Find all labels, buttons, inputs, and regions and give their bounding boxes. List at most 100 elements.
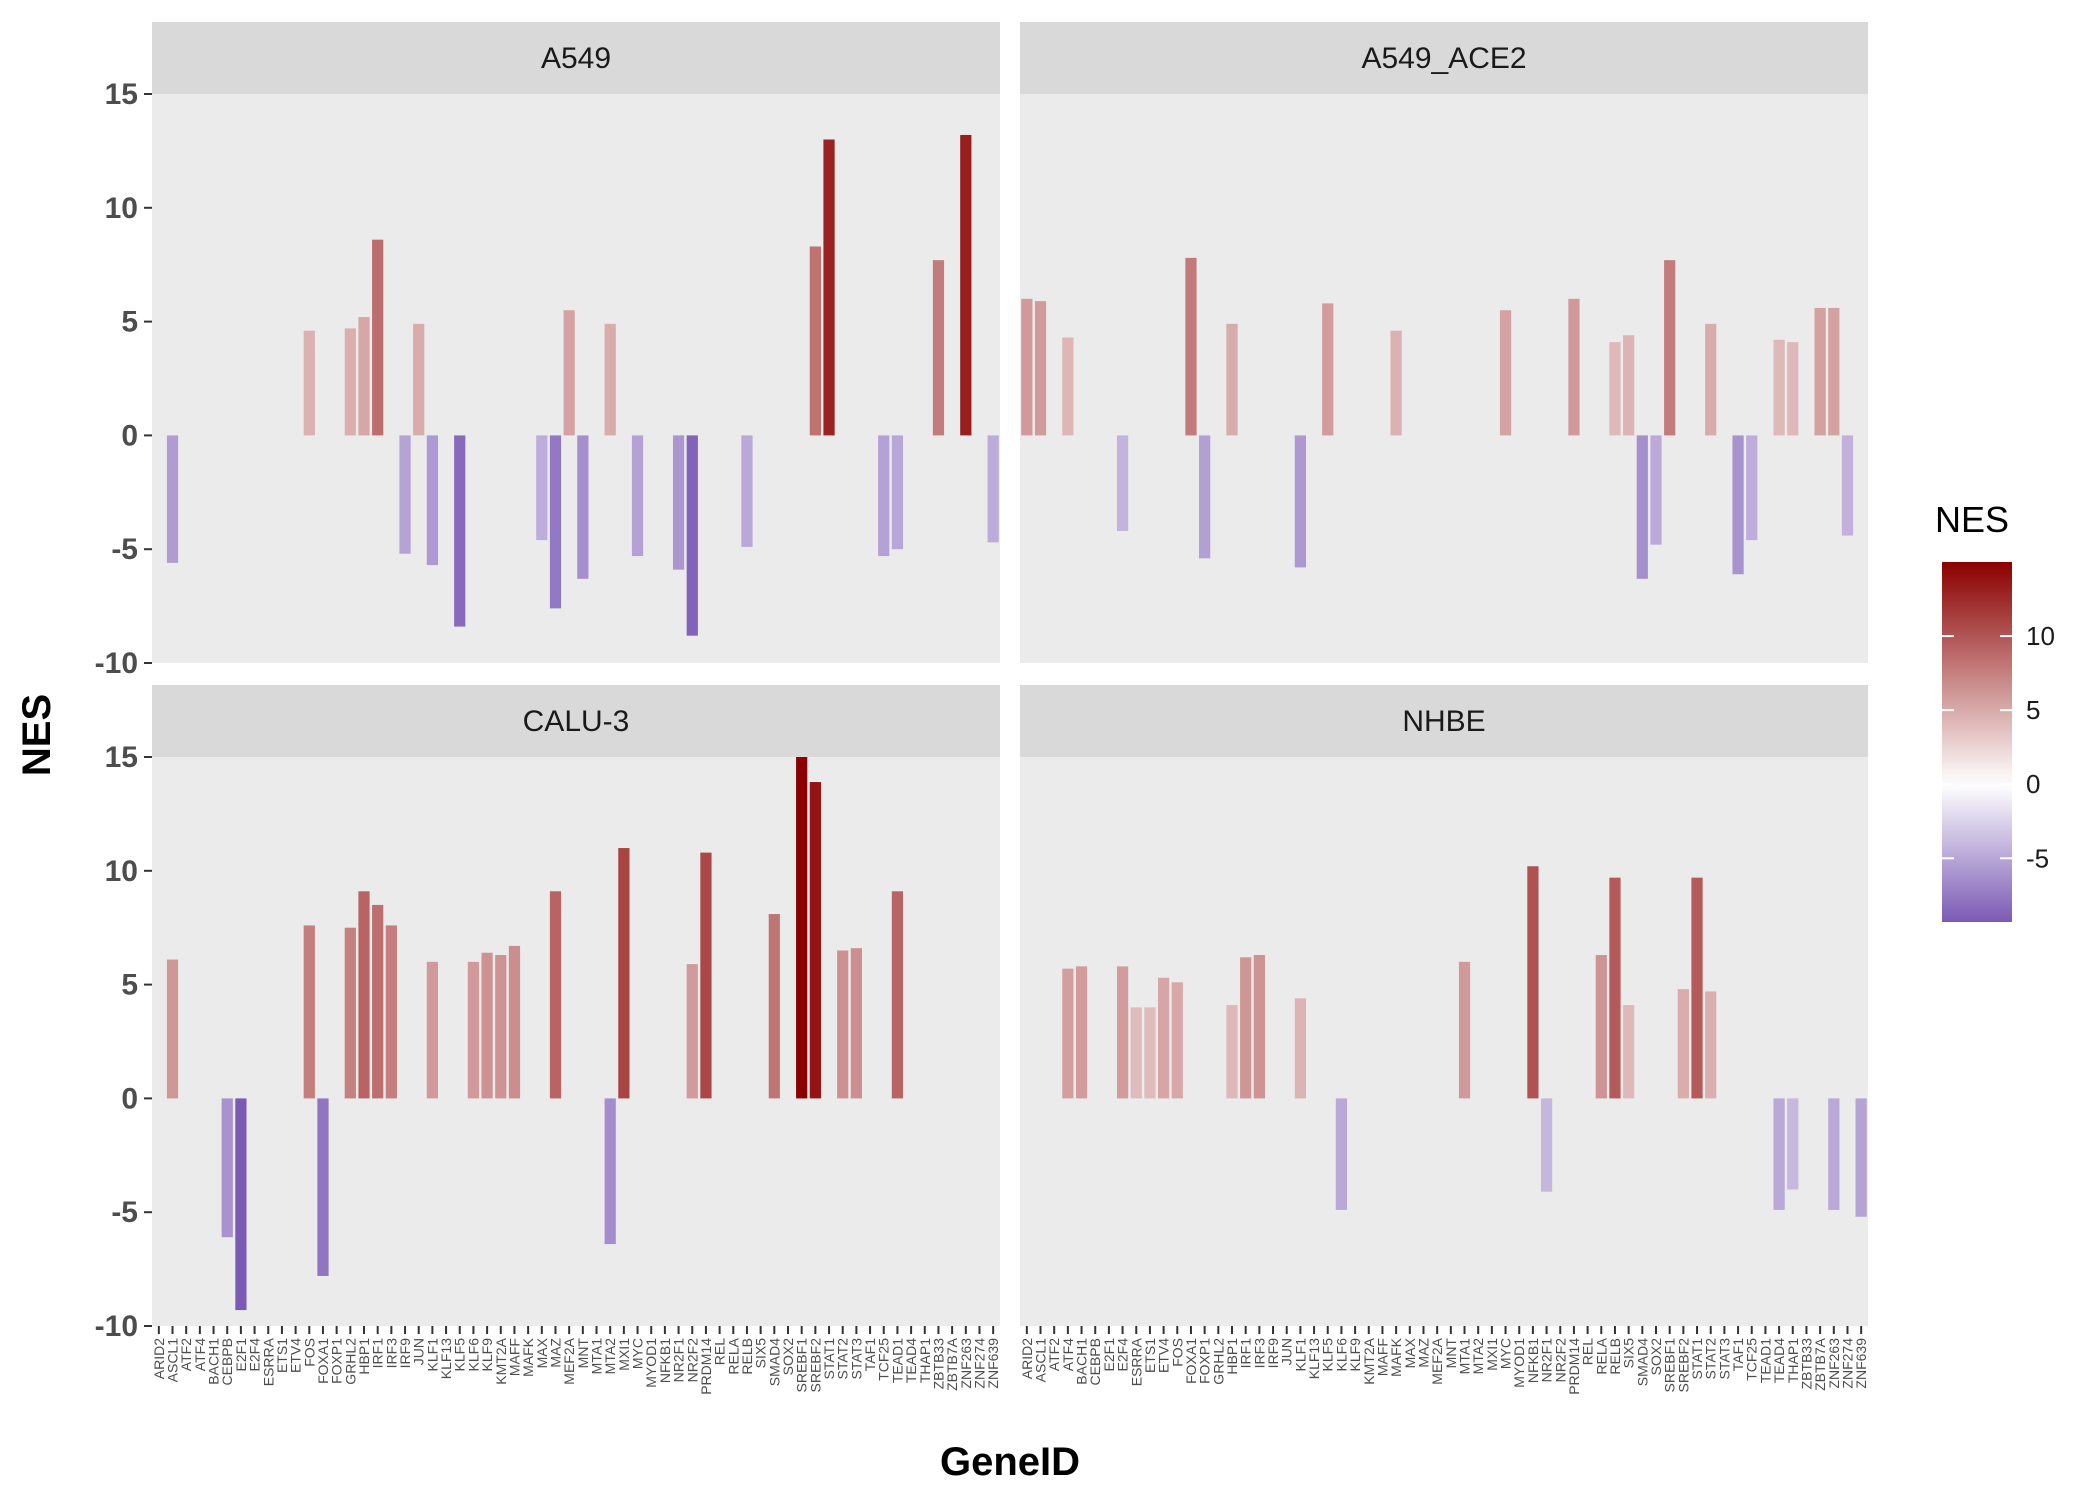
bar-grhl2 (344, 328, 356, 436)
facet-strip-label: NHBE (1402, 705, 1485, 738)
x-tick-label: ARID2 (1019, 1338, 1035, 1379)
x-tick-label: STAT1 (1689, 1338, 1705, 1380)
x-tick-label: E2F1 (233, 1338, 249, 1372)
bar-zbtb7a (1814, 307, 1826, 436)
x-tick-label: TAF1 (862, 1338, 878, 1371)
bar-tcf25 (878, 435, 890, 557)
bar-esrra (1130, 1007, 1142, 1099)
x-tick-label: NR2F1 (671, 1338, 687, 1383)
x-tick-label: REL (1580, 1338, 1596, 1365)
y-tick-label: -10 (95, 1310, 138, 1343)
x-tick-label: BACH1 (206, 1338, 222, 1385)
bar-kmt2a (495, 955, 507, 1099)
x-tick-label: MTA2 (602, 1338, 618, 1375)
x-tick-label: RELA (725, 1337, 741, 1374)
legend-tick-label: 5 (2026, 695, 2040, 725)
x-tick-label: MAFK (520, 1337, 536, 1377)
bar-nfkb1 (1527, 866, 1539, 1099)
x-tick-label: SREBF2 (807, 1338, 823, 1393)
bar-nr2f2 (686, 964, 698, 1099)
x-tick-label: IRF1 (370, 1338, 386, 1369)
x-tick-label: TAF1 (1730, 1338, 1746, 1371)
x-tick-label: MYOD1 (1511, 1338, 1527, 1388)
bar-stat1 (1691, 877, 1703, 1099)
bar-prdm14 (1568, 298, 1580, 436)
bar-mnt (577, 435, 589, 579)
x-tick-label: FOXA1 (315, 1338, 331, 1384)
x-tick-label: ESRRA (1128, 1337, 1144, 1386)
bar-znf263 (1828, 307, 1840, 436)
x-tick-label: NR2F1 (1539, 1338, 1555, 1383)
x-tick-label: SMAD4 (766, 1338, 782, 1386)
bar-maz (549, 435, 562, 609)
facet-strip-label: A549 (541, 42, 611, 75)
bar-klf1 (1294, 435, 1306, 568)
x-tick-label: SREBF1 (794, 1338, 810, 1393)
x-tick-label: FOS (1169, 1338, 1185, 1367)
bar-myc (1499, 310, 1512, 436)
bar-arid2 (1021, 298, 1033, 436)
x-tick-label: STAT3 (1716, 1338, 1732, 1380)
bar-hbp1 (358, 317, 370, 436)
x-tick-label: RELB (1607, 1338, 1623, 1375)
x-tick-label: GRHL2 (1210, 1338, 1226, 1385)
x-tick-label: FOXP1 (329, 1338, 345, 1384)
x-tick-label: THAP1 (1785, 1338, 1801, 1383)
bar-taf1 (1732, 435, 1744, 575)
facet-strip (1020, 685, 1868, 757)
x-tick-label: KLF9 (1347, 1338, 1363, 1372)
bar-relb (1609, 342, 1621, 436)
bar-irf1 (1240, 957, 1252, 1099)
bar-znf639 (987, 435, 999, 543)
y-tick-label: -5 (111, 533, 138, 566)
bar-ascl1 (1034, 301, 1047, 436)
bar-six5 (1623, 1005, 1635, 1099)
x-tick-label: E2F4 (247, 1338, 263, 1372)
x-tick-label: ATF4 (1060, 1338, 1076, 1371)
bar-myc (631, 435, 644, 557)
x-tick-label: MEF2A (1429, 1337, 1445, 1384)
x-tick-label: KLF1 (424, 1338, 440, 1372)
x-tick-label: MYC (630, 1338, 646, 1369)
x-tick-label: MNT (575, 1338, 591, 1369)
bar-klf6 (1335, 1098, 1348, 1210)
x-tick-label: MAX (534, 1337, 550, 1368)
bar-mef2a (563, 310, 575, 436)
bar-foxa1 (1185, 257, 1197, 436)
facet-panel-a549_ace2: A549_ACE2 (1020, 22, 1868, 663)
x-tick-label: PRDM14 (698, 1338, 714, 1395)
bar-sox2 (1650, 435, 1662, 545)
bar-foxp1 (1199, 435, 1211, 559)
bar-cebpb (221, 1098, 233, 1238)
bar-nr2f1 (1540, 1098, 1553, 1192)
x-tick-label: HBP1 (356, 1338, 372, 1375)
x-tick-label: FOS (301, 1338, 317, 1367)
bar-grhl2 (344, 927, 356, 1099)
bar-max (536, 435, 548, 541)
x-tick-label: RELB (739, 1338, 755, 1375)
bar-e2f4 (1116, 435, 1129, 531)
bar-relb (741, 435, 753, 547)
bar-mta2 (604, 323, 616, 436)
x-tick-label: ZBTB33 (930, 1338, 946, 1390)
y-tick-label: 10 (105, 192, 138, 225)
x-tick-label: KMT2A (1361, 1337, 1377, 1384)
x-tick-label: TCF25 (1744, 1338, 1760, 1381)
x-tick-label: KLF13 (438, 1338, 454, 1379)
x-tick-label: REL (712, 1338, 728, 1365)
bar-stat1 (823, 139, 835, 436)
x-tick-label: KLF9 (479, 1338, 495, 1372)
y-tick-label: 0 (121, 1082, 138, 1115)
x-tick-label: THAP1 (917, 1338, 933, 1383)
bar-smad4 (1636, 435, 1648, 579)
x-tick-label: STAT3 (848, 1338, 864, 1380)
x-tick-label: JUN (411, 1338, 427, 1365)
bar-e2f4 (1116, 966, 1129, 1099)
facet-strip (152, 22, 1000, 94)
bar-tead4 (1773, 1098, 1785, 1210)
x-tick-label: ZNF639 (985, 1338, 1001, 1389)
x-tick-label: SIX5 (1621, 1338, 1637, 1369)
bar-irf1 (372, 239, 384, 436)
bar-znf263 (1828, 1098, 1840, 1210)
